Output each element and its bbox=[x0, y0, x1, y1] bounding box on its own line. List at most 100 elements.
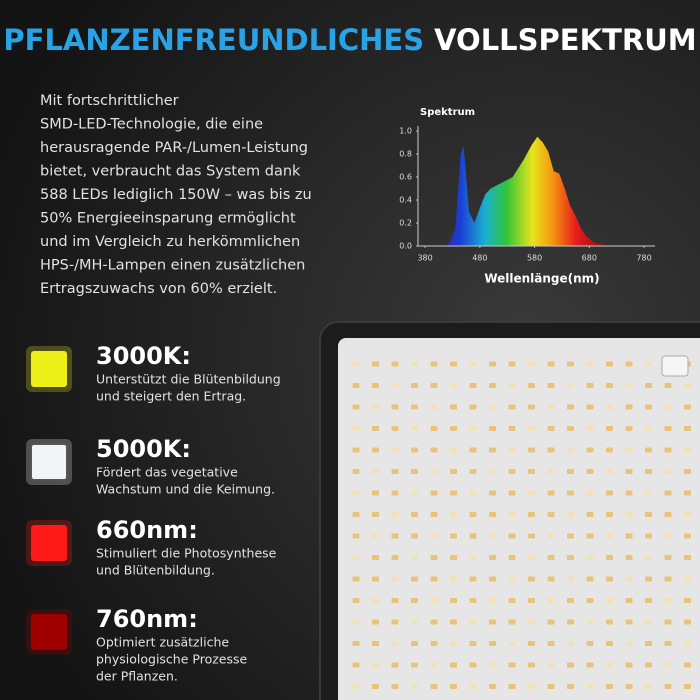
led bbox=[450, 533, 457, 539]
led bbox=[372, 641, 379, 646]
led bbox=[372, 576, 379, 582]
led bbox=[508, 576, 516, 582]
feature-description: Fördert das vegetative bbox=[96, 465, 238, 480]
feature-title: 3000K: bbox=[96, 342, 191, 370]
x-axis-label: Wellenlänge(nm) bbox=[484, 272, 599, 286]
led bbox=[430, 576, 438, 582]
led bbox=[411, 490, 418, 496]
led bbox=[684, 662, 691, 668]
led bbox=[508, 619, 516, 625]
led bbox=[352, 598, 360, 603]
led bbox=[450, 490, 457, 496]
led bbox=[625, 576, 633, 582]
led bbox=[352, 469, 360, 474]
led bbox=[489, 404, 496, 410]
led bbox=[645, 383, 652, 388]
led bbox=[528, 490, 535, 496]
led bbox=[469, 641, 477, 646]
led bbox=[645, 598, 652, 603]
led bbox=[489, 512, 496, 517]
led bbox=[645, 447, 652, 453]
led bbox=[664, 533, 672, 539]
led bbox=[508, 598, 516, 603]
led bbox=[645, 490, 652, 496]
led bbox=[430, 684, 438, 689]
led bbox=[684, 533, 691, 539]
led bbox=[372, 404, 379, 410]
led bbox=[528, 684, 535, 689]
led bbox=[469, 361, 477, 367]
led bbox=[469, 490, 477, 496]
led bbox=[606, 619, 613, 625]
led bbox=[352, 641, 360, 646]
description-line: herausragende PAR-/Lumen-Leistung bbox=[40, 140, 308, 156]
led bbox=[372, 426, 379, 431]
led bbox=[352, 555, 360, 560]
led bbox=[684, 404, 691, 410]
led bbox=[430, 426, 438, 431]
led bbox=[508, 555, 516, 560]
led bbox=[430, 533, 438, 539]
color-swatch bbox=[31, 351, 67, 387]
led bbox=[469, 426, 477, 431]
led bbox=[664, 447, 672, 453]
led bbox=[586, 662, 594, 668]
feature-description: und Blütenbildung. bbox=[96, 563, 215, 578]
led bbox=[684, 576, 691, 582]
led bbox=[664, 555, 672, 560]
led bbox=[625, 469, 633, 474]
led bbox=[430, 598, 438, 603]
led bbox=[450, 404, 457, 410]
led bbox=[528, 555, 535, 560]
headline: PFLANZENFREUNDLICHES VOLLSPEKTRUM bbox=[3, 23, 696, 57]
led bbox=[450, 598, 457, 603]
led bbox=[489, 383, 496, 388]
led bbox=[508, 641, 516, 646]
led bbox=[645, 404, 652, 410]
led bbox=[508, 533, 516, 539]
led bbox=[586, 512, 594, 517]
led bbox=[684, 598, 691, 603]
led bbox=[625, 490, 633, 496]
led bbox=[567, 662, 574, 668]
led bbox=[469, 619, 477, 625]
led bbox=[528, 426, 535, 431]
led bbox=[411, 598, 418, 603]
led bbox=[450, 512, 457, 517]
y-tick-label: 0.8 bbox=[399, 150, 412, 159]
headline-blue: PFLANZENFREUNDLICHES bbox=[3, 23, 424, 57]
x-tick-label: 480 bbox=[472, 254, 487, 263]
feature-title: 5000K: bbox=[96, 435, 191, 463]
led bbox=[372, 533, 379, 539]
led bbox=[450, 447, 457, 453]
led bbox=[450, 641, 457, 646]
led bbox=[528, 361, 535, 367]
description-line: und im Vergleich zu herkömmlichen bbox=[40, 234, 300, 250]
led bbox=[372, 490, 379, 496]
led bbox=[645, 426, 652, 431]
led bbox=[567, 383, 574, 388]
led bbox=[586, 641, 594, 646]
led bbox=[606, 426, 613, 431]
led bbox=[391, 512, 399, 517]
led bbox=[547, 555, 555, 560]
led bbox=[391, 598, 399, 603]
y-tick-label: 1.0 bbox=[399, 127, 412, 136]
led bbox=[352, 619, 360, 625]
led bbox=[489, 426, 496, 431]
description-line: 50% Energieeinsparung ermöglicht bbox=[40, 211, 296, 227]
led bbox=[391, 555, 399, 560]
led bbox=[489, 490, 496, 496]
led bbox=[625, 555, 633, 560]
led bbox=[586, 383, 594, 388]
y-tick-label: 0.2 bbox=[399, 219, 412, 228]
feature-title: 660nm: bbox=[96, 516, 198, 544]
led bbox=[430, 619, 438, 625]
led bbox=[547, 684, 555, 689]
led bbox=[625, 619, 633, 625]
description-line: Ertragszuwachs von 60% erzielt. bbox=[40, 281, 277, 297]
led bbox=[625, 641, 633, 646]
led bbox=[528, 469, 535, 474]
led bbox=[586, 598, 594, 603]
